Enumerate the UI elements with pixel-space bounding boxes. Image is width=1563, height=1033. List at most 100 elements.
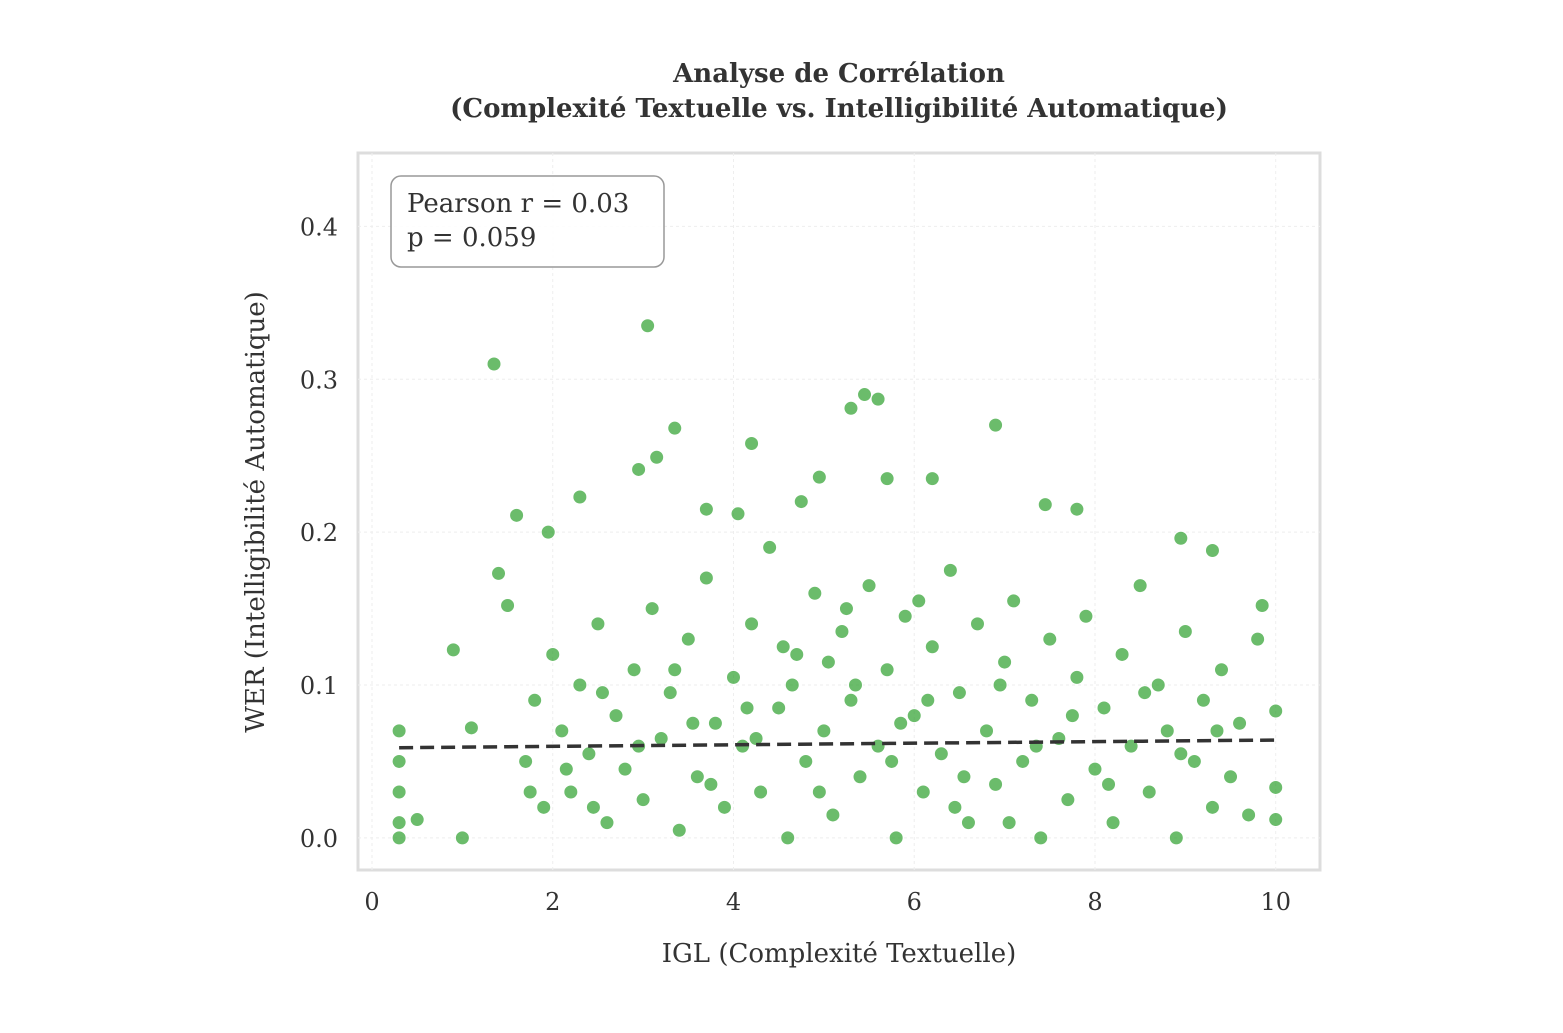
point [969,616,985,632]
point [861,578,877,594]
point [617,761,633,777]
y-tick-label: 0.3 [300,366,338,394]
point [775,639,791,655]
point [780,830,796,846]
point [1105,815,1121,831]
point [744,616,760,632]
point [753,784,769,800]
point [445,642,461,658]
point [1177,624,1193,640]
point [906,708,922,724]
y-tick-label: 0.0 [300,825,338,853]
point [915,784,931,800]
point [1186,753,1202,769]
point [626,662,642,678]
point [997,654,1013,670]
y-tick-label: 0.4 [300,213,338,241]
point [924,639,940,655]
point [1168,830,1184,846]
point [631,461,647,477]
annotation-box [390,175,665,268]
point [1204,542,1220,558]
point [992,677,1008,693]
point [793,494,809,510]
plot-frame [356,151,1322,872]
point [1069,669,1085,685]
point [834,624,850,640]
point [879,662,895,678]
point [1096,700,1112,716]
point [554,723,570,739]
point [662,685,678,701]
annotation: p = 0.059 [407,223,536,253]
point [1033,830,1049,846]
point [852,769,868,785]
point [1114,646,1130,662]
point [1064,708,1080,724]
point [1173,530,1189,546]
point [703,776,719,792]
point [1195,692,1211,708]
point [558,761,574,777]
point [811,469,827,485]
point [540,524,556,540]
point [884,753,900,769]
point [649,449,665,465]
point [572,677,588,693]
point [857,387,873,403]
point [1268,703,1284,719]
point [1204,799,1220,815]
x-tick-label: 6 [907,888,922,916]
x-tick-label: 0 [364,888,379,916]
point [590,616,606,632]
point [1037,497,1053,513]
point [635,792,651,808]
point [744,435,760,451]
point [847,677,863,693]
point [825,807,841,823]
point [707,715,723,731]
annotation: Pearson r = 0.03 [407,189,629,219]
point [1268,812,1284,828]
point [391,830,407,846]
point [1024,692,1040,708]
point [1001,815,1017,831]
point [784,677,800,693]
point [979,723,995,739]
point [522,784,538,800]
point [685,715,701,731]
point [391,753,407,769]
point [391,723,407,739]
point [893,715,909,731]
point [667,420,683,436]
point [798,753,814,769]
point [1069,501,1085,517]
point [391,815,407,831]
point [771,700,787,716]
point [500,598,516,614]
point [463,720,479,736]
point [599,815,615,831]
point [988,776,1004,792]
point [1173,746,1189,762]
point [640,318,656,334]
point [811,784,827,800]
y-tick-label: 0.1 [300,672,338,700]
point [1232,715,1248,731]
point [1042,631,1058,647]
point [1223,769,1239,785]
point [960,815,976,831]
point [698,501,714,517]
point [879,471,895,487]
point [563,784,579,800]
point [748,731,764,747]
point [942,562,958,578]
point [1250,631,1266,647]
point [843,400,859,416]
point [671,822,687,838]
point [689,769,705,785]
point [698,570,714,586]
point [838,601,854,617]
point [762,539,778,555]
